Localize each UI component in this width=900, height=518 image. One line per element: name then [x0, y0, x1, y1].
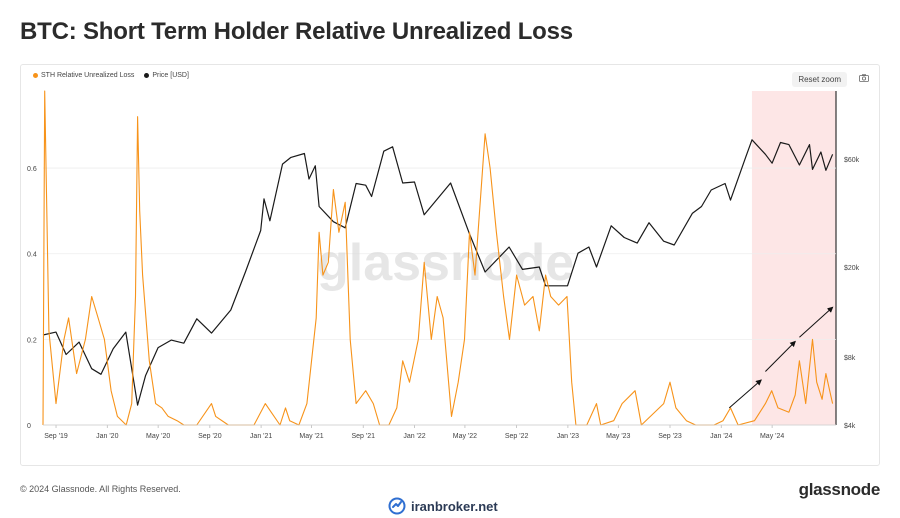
y-left-tick-label: 0.6: [27, 166, 37, 173]
x-tick-label: Jan '22: [403, 433, 425, 440]
x-tick-label: Sep '23: [658, 433, 682, 440]
trend-arrow: [765, 340, 796, 372]
chart-svg: glassnode 0 0.2 0.4 0.6 $4k $8k $20k $60k Sep '1…: [27, 90, 860, 440]
x-tick-label: Jan '24: [710, 433, 732, 440]
legend-label-sth: STH Relative Unrealized Loss: [41, 72, 135, 79]
camera-icon[interactable]: [859, 74, 869, 82]
x-tick-label: May '20: [146, 433, 170, 440]
reset-zoom-button[interactable]: Reset zoom: [792, 72, 847, 87]
page-title: BTC: Short Term Holder Relative Unrealiz…: [20, 18, 573, 45]
price-series-line: [42, 139, 834, 406]
trend-arrow: [799, 306, 834, 338]
copyright-text: © 2024 Glassnode. All Rights Reserved.: [20, 484, 181, 494]
legend-label-price: Price [USD]: [152, 72, 189, 79]
y-left-tick-label: 0.2: [27, 337, 37, 344]
trend-arrows: [728, 306, 834, 409]
x-tick-label: Jan '21: [250, 433, 272, 440]
trend-arrow: [728, 379, 762, 409]
chart-legend: STH Relative Unrealized Loss Price [USD]: [33, 72, 189, 79]
chart-card: glassnode 0 0.2 0.4 0.6 $4k $8k $20k $60k Sep '1…: [20, 64, 880, 466]
x-tick-label: May '23: [606, 433, 630, 440]
y-left-tick-label: 0.4: [27, 252, 37, 259]
iranbroker-site-text: iranbroker.net: [411, 498, 498, 514]
legend-dot-price: [144, 73, 150, 78]
x-tick-label: Jan '20: [96, 433, 118, 440]
legend-item-sth[interactable]: STH Relative Unrealized Loss: [33, 72, 134, 79]
chart-watermark: glassnode: [317, 234, 574, 292]
x-tick-label: Sep '22: [505, 433, 529, 440]
x-tick-label: Sep '19: [44, 433, 68, 440]
footer-brand-logo: glassnode: [798, 480, 881, 499]
x-tick-label: Sep '20: [198, 433, 222, 440]
legend-dot-sth: [33, 73, 38, 78]
x-tick-label: May '22: [453, 433, 477, 440]
x-tick-label: May '24: [760, 433, 784, 440]
legend-item-price[interactable]: Price [USD]: [144, 72, 189, 79]
x-tick-label: Jan '23: [557, 433, 579, 440]
iranbroker-watermark: iranbroker.net: [388, 497, 498, 515]
highlight-region: [751, 91, 836, 425]
y-right-tick-label: $20k: [844, 265, 860, 272]
y-left-tick-label: 0: [27, 423, 31, 430]
x-tick-label: Sep '21: [351, 433, 375, 440]
y-right-tick-label: $4k: [844, 423, 856, 430]
y-right-tick-label: $60k: [844, 157, 860, 164]
x-tick-label: May '21: [299, 433, 323, 440]
y-right-tick-label: $8k: [844, 355, 856, 362]
iranbroker-logo-icon: [388, 497, 406, 515]
